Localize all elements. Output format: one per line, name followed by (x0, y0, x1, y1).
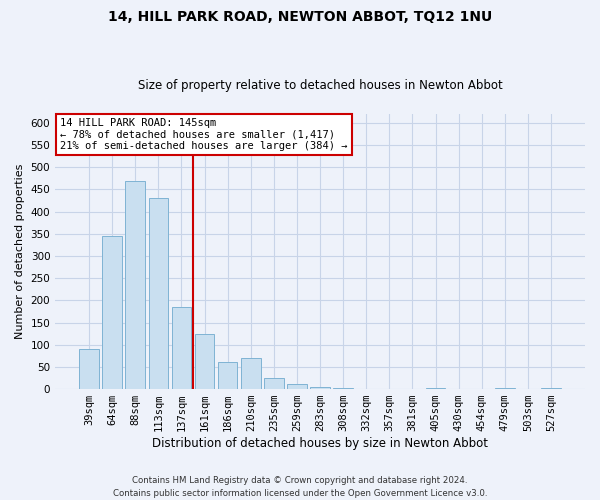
Text: Contains HM Land Registry data © Crown copyright and database right 2024.
Contai: Contains HM Land Registry data © Crown c… (113, 476, 487, 498)
Bar (310, 387, 330, 389)
Bar (264, 378, 284, 389)
Bar (125, 180, 145, 389)
Bar (287, 384, 307, 389)
Bar (218, 362, 238, 389)
Bar (241, 358, 260, 389)
Bar (149, 198, 168, 389)
Y-axis label: Number of detached properties: Number of detached properties (15, 164, 25, 339)
X-axis label: Distribution of detached houses by size in Newton Abbot: Distribution of detached houses by size … (152, 437, 488, 450)
Text: 14, HILL PARK ROAD, NEWTON ABBOT, TQ12 1NU: 14, HILL PARK ROAD, NEWTON ABBOT, TQ12 1… (108, 10, 492, 24)
Bar (426, 388, 445, 389)
Bar (79, 349, 99, 389)
Bar (541, 388, 561, 389)
Title: Size of property relative to detached houses in Newton Abbot: Size of property relative to detached ho… (138, 79, 502, 92)
Bar (195, 334, 214, 389)
Bar (495, 388, 515, 389)
Bar (103, 236, 122, 389)
Bar (172, 307, 191, 389)
Bar (334, 388, 353, 389)
Text: 14 HILL PARK ROAD: 145sqm
← 78% of detached houses are smaller (1,417)
21% of se: 14 HILL PARK ROAD: 145sqm ← 78% of detac… (61, 118, 348, 152)
